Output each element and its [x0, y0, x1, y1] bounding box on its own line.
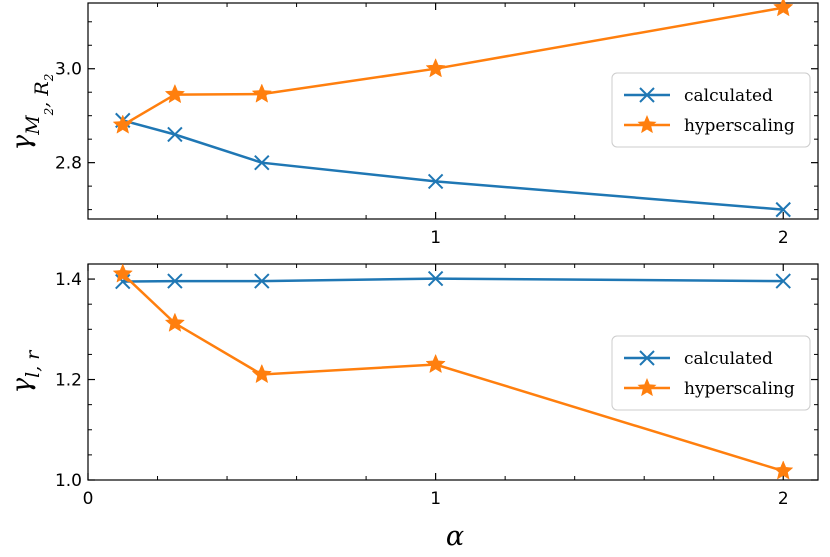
data-point-hyperscaling: [425, 353, 446, 374]
legend-marker-hyperscaling: [637, 115, 657, 134]
data-point-hyperscaling: [251, 83, 272, 103]
y-tick-label: 1.0: [55, 471, 82, 491]
data-point-calculated: [427, 270, 444, 287]
plot-frame: [87, 2, 819, 220]
y-tick-label: 1.4: [55, 270, 82, 290]
legend: calculated hyperscaling: [611, 72, 811, 148]
legend-label: hyperscaling: [684, 116, 795, 136]
data-point-calculated: [167, 126, 183, 143]
legend-box: [611, 335, 811, 411]
data-point-hyperscaling: [251, 363, 272, 384]
data-point-hyperscaling: [164, 312, 186, 332]
data-point-hyperscaling: [773, 460, 794, 480]
y-tick-label: 2.8: [55, 154, 82, 174]
series-line-calculated: [122, 277, 784, 283]
x-tick-label: 1: [430, 489, 441, 509]
x-tick-label: 2: [778, 489, 789, 509]
x-tick-label: 0: [83, 489, 94, 509]
data-point-calculated: [254, 154, 270, 171]
legend-label: calculated: [684, 86, 773, 106]
y-axis-label: γM2, R2: [7, 74, 56, 151]
data-point-hyperscaling: [425, 58, 446, 78]
panel-bottom: 0 1 2 1.0 1.2 1.4 γl, r calculated hyperscaling: [7, 263, 819, 509]
legend-box: [611, 72, 811, 148]
x-axis-label: α: [446, 521, 464, 552]
y-axis-label: γl, r: [7, 349, 44, 394]
data-point-hyperscaling: [112, 114, 133, 134]
data-point-calculated: [427, 173, 444, 190]
y-tick-label: 3.0: [55, 60, 82, 80]
data-point-hyperscaling: [112, 263, 133, 283]
plot-frame: [87, 263, 819, 481]
data-point-calculated: [167, 273, 183, 289]
legend-marker-calculated: [639, 350, 655, 366]
data-point-calculated: [775, 273, 791, 289]
legend-marker-hyperscaling: [637, 378, 657, 397]
legend-label: calculated: [684, 349, 773, 369]
legend-label: hyperscaling: [684, 379, 795, 399]
x-tick-label: 2: [778, 228, 789, 248]
data-point-calculated: [775, 201, 791, 218]
legend-marker-calculated: [639, 87, 655, 103]
data-point-calculated: [254, 273, 270, 289]
legend: calculated hyperscaling: [611, 335, 811, 411]
data-point-hyperscaling: [773, 0, 794, 17]
x-tick-label: 1: [430, 228, 441, 248]
data-point-hyperscaling: [164, 83, 186, 104]
y-tick-label: 1.2: [55, 371, 82, 391]
